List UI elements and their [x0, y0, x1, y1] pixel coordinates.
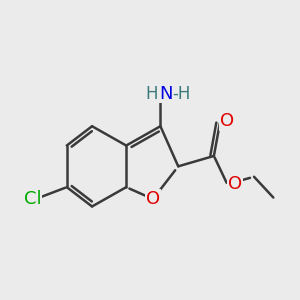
Text: Cl: Cl — [24, 190, 41, 208]
Text: -H: -H — [172, 85, 191, 103]
Text: O: O — [146, 190, 160, 208]
Text: N: N — [160, 85, 173, 103]
Text: H: H — [145, 85, 158, 103]
Text: O: O — [228, 175, 242, 193]
Text: O: O — [220, 112, 234, 130]
